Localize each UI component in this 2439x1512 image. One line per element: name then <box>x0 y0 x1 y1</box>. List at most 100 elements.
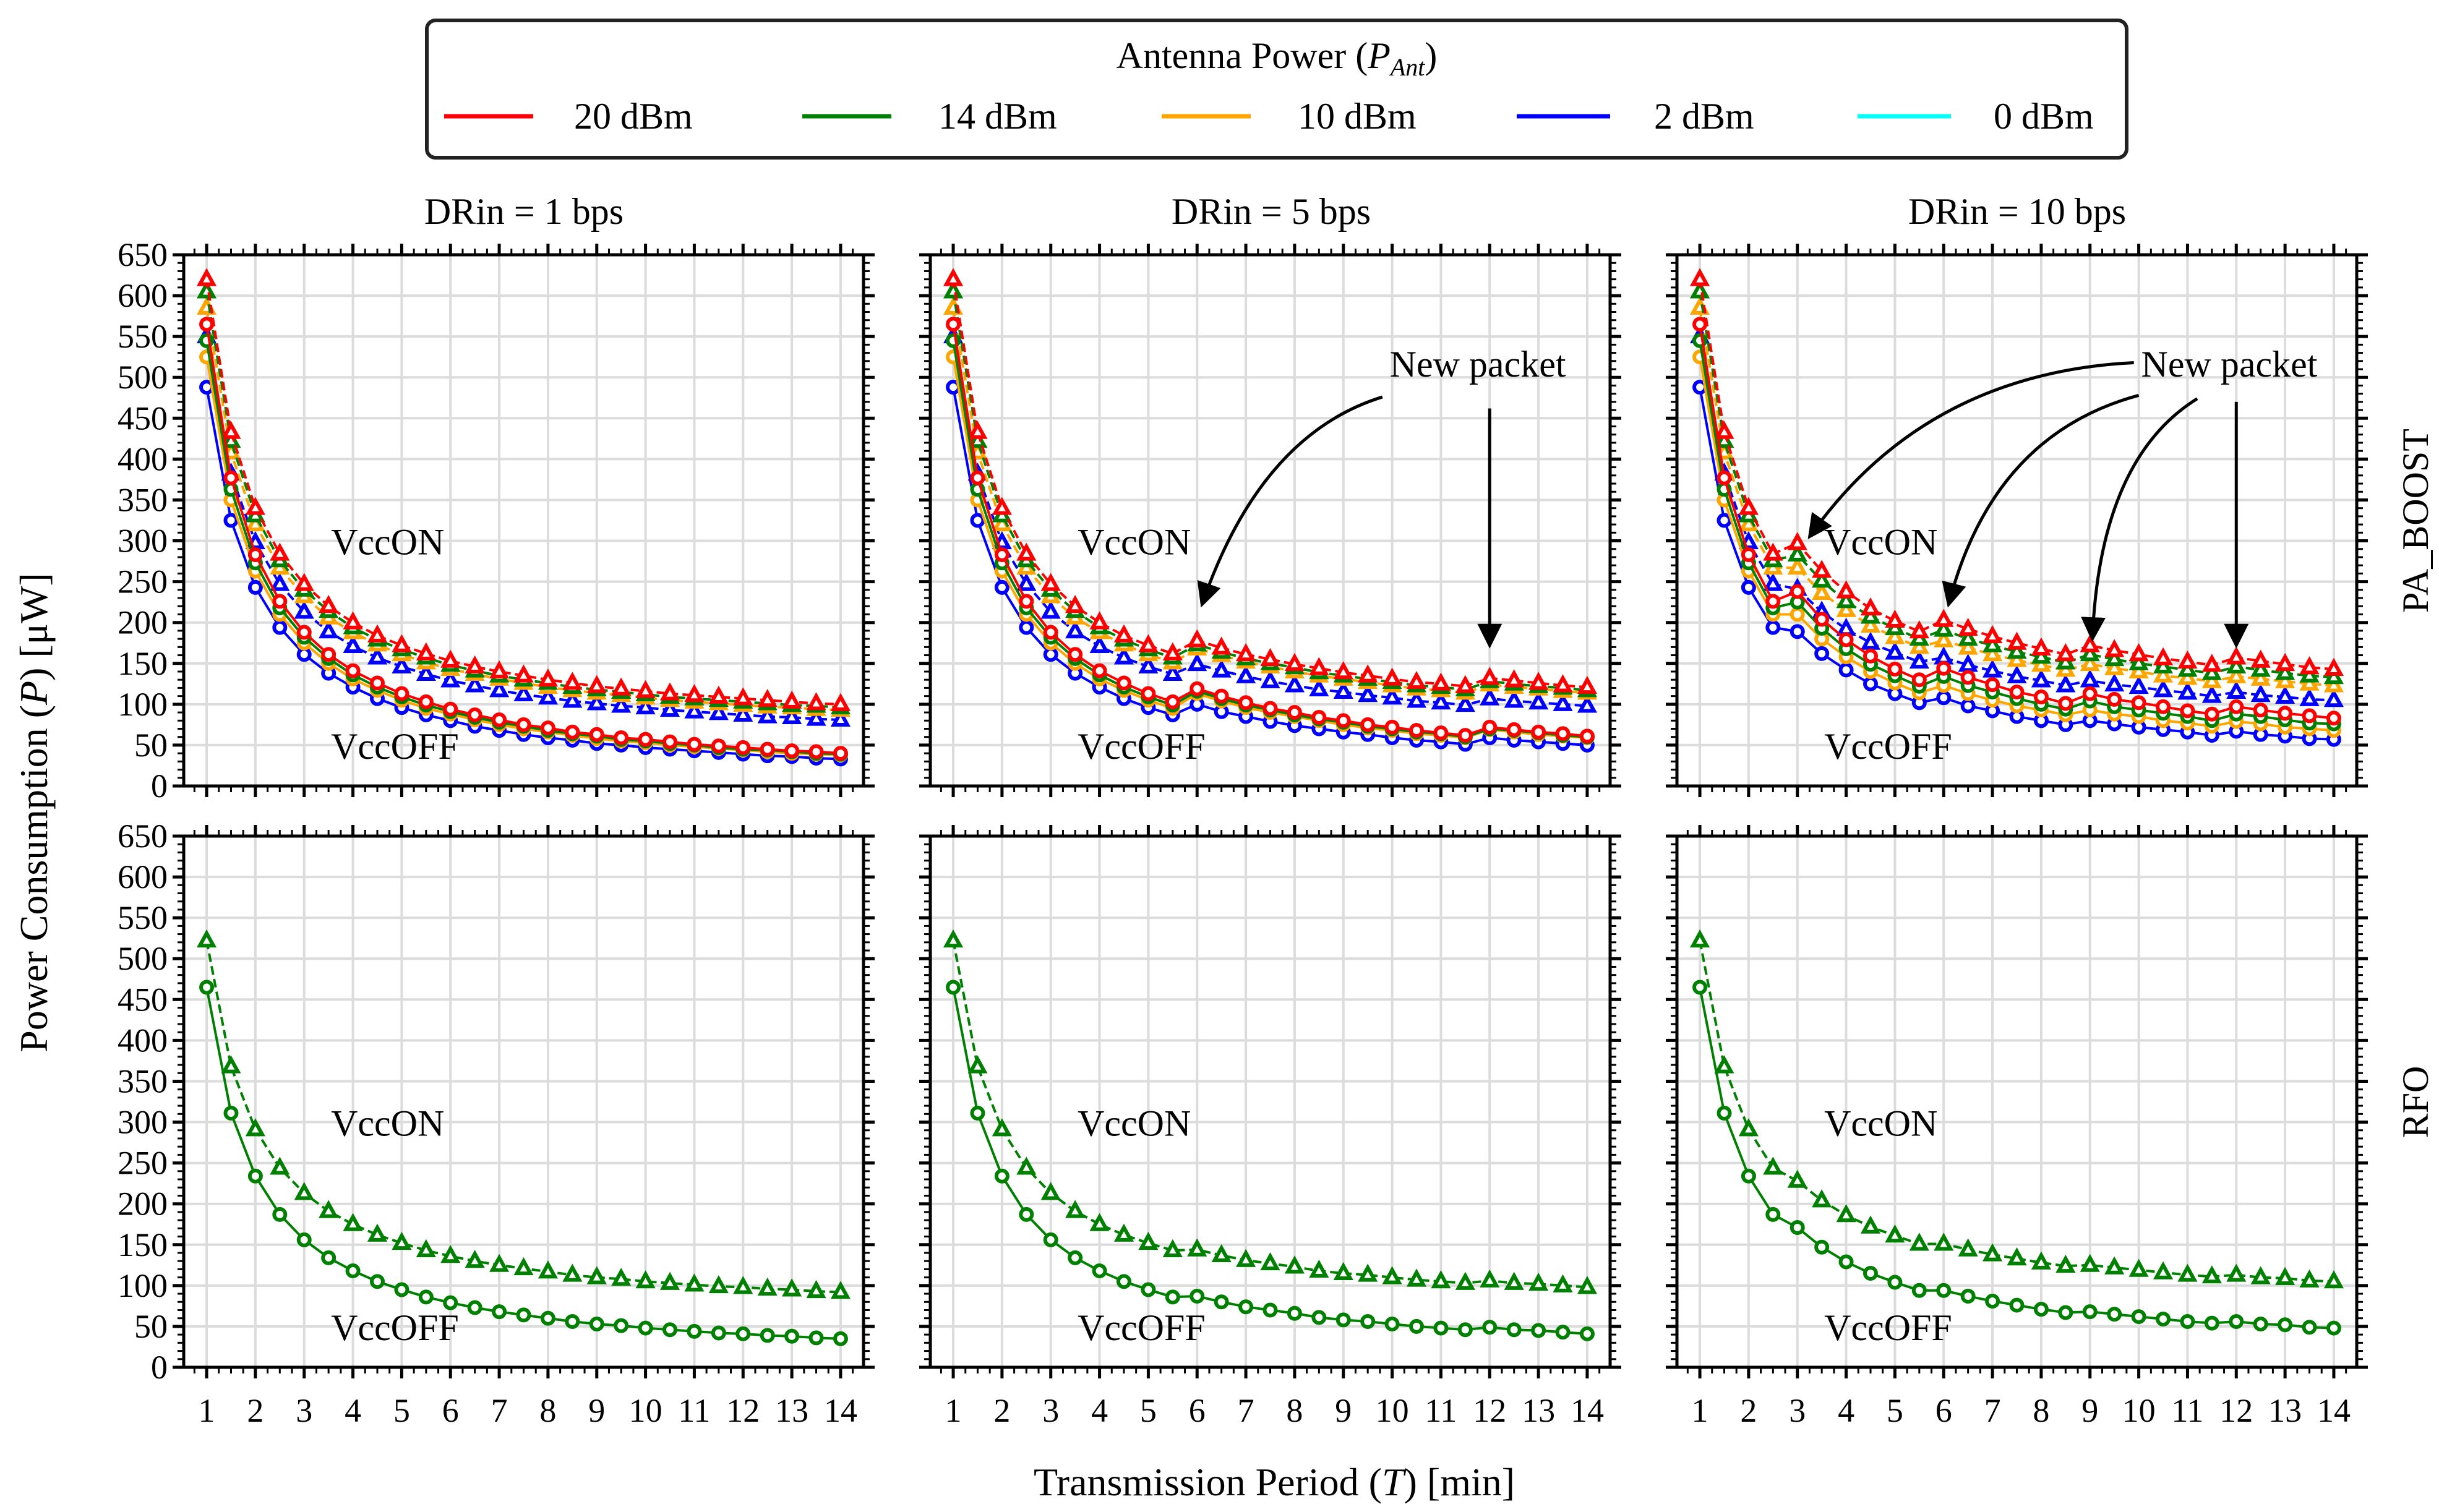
triangle-marker <box>513 1257 534 1276</box>
triangle-marker <box>1528 672 1549 690</box>
x-tick-label: 6 <box>1189 1392 1206 1429</box>
triangle-marker <box>2153 647 2174 665</box>
circle-marker <box>296 625 312 640</box>
triangle-marker <box>1860 597 1881 616</box>
circle-marker <box>2033 1302 2049 1317</box>
y-tick-label: 600 <box>118 277 168 314</box>
legend-label-14dbm: 14 dBm <box>938 96 1057 137</box>
circle-marker <box>1960 670 1976 685</box>
circle-marker <box>1838 632 1854 647</box>
triangle-marker <box>1040 600 1061 619</box>
series-14dbm-vccon <box>196 929 851 1299</box>
triangle-marker <box>1934 1232 1954 1251</box>
triangle-marker <box>757 689 778 707</box>
circle-marker <box>994 1168 1009 1184</box>
triangle-marker <box>635 680 656 698</box>
y-tick-label: 300 <box>118 1104 168 1141</box>
triangle-marker <box>2055 674 2076 693</box>
circle-marker <box>1019 1207 1034 1222</box>
vccon-label: VccON <box>1824 1103 1937 1144</box>
y-tick-label: 50 <box>134 1308 168 1345</box>
circle-marker <box>970 470 985 485</box>
triangle-marker <box>1211 1244 1232 1262</box>
legend-title-main: Antenna Power ( <box>1117 35 1368 76</box>
series-20dbm-vccon <box>1689 268 2344 677</box>
circle-marker <box>418 1289 434 1305</box>
triangle-marker <box>1787 532 1807 550</box>
x-tick-label: 5 <box>1887 1392 1903 1429</box>
y-tick-label: 600 <box>118 858 168 895</box>
circle-marker <box>2229 699 2244 714</box>
series-14dbm-vccon <box>943 929 1598 1294</box>
x-tick-label: 7 <box>1984 1392 2001 1429</box>
x-tick-label: 14 <box>1571 1392 1604 1429</box>
circle-marker <box>1043 647 1058 662</box>
triangle-marker <box>659 682 680 701</box>
circle-marker <box>1238 1299 1254 1315</box>
triangle-marker <box>1284 1255 1305 1274</box>
triangle-marker <box>2177 1263 2198 1282</box>
triangle-marker <box>367 624 388 643</box>
panel-frame <box>1675 253 2359 788</box>
triangle-marker <box>1382 686 1402 705</box>
x-tick-label: 3 <box>296 1392 312 1429</box>
circle-marker <box>1043 1232 1058 1247</box>
triangle-marker <box>1885 1224 1905 1243</box>
triangle-marker <box>1787 543 1807 562</box>
circle-marker <box>994 579 1009 595</box>
triangle-marker <box>1958 636 1978 655</box>
x-tick-label: 8 <box>1286 1392 1303 1429</box>
circle-marker <box>1506 722 1522 737</box>
triangle-marker <box>2104 639 2125 657</box>
triangle-marker <box>270 542 290 561</box>
circle-marker <box>662 1322 678 1338</box>
series-line <box>952 279 1588 689</box>
circle-marker <box>2253 703 2268 718</box>
triangle-marker <box>830 708 851 727</box>
plot-area <box>930 836 1610 1367</box>
circle-marker <box>1409 1318 1425 1334</box>
triangle-marker <box>1065 620 1086 639</box>
circle-marker <box>1384 1316 1400 1331</box>
circle-marker <box>2009 1297 2025 1313</box>
vccoff-label: VccOFF <box>331 726 459 767</box>
triangle-marker <box>1040 573 1061 591</box>
circle-marker <box>247 547 263 563</box>
y-tick-label: 650 <box>118 818 168 855</box>
column-title-5bps: DRin = 5 bps <box>1172 191 1371 232</box>
vccoff-label: VccOFF <box>1824 726 1952 767</box>
new-packet-annotation: New packet <box>2141 344 2318 385</box>
triangle-marker <box>1480 687 1500 706</box>
circle-marker <box>1692 317 1708 332</box>
triangle-marker <box>2007 649 2027 667</box>
panel-frame <box>182 834 865 1369</box>
triangle-marker <box>1738 1118 1759 1137</box>
triangle-marker <box>367 1223 388 1242</box>
triangle-marker <box>2128 643 2149 662</box>
triangle-marker <box>319 1200 339 1218</box>
triangle-marker <box>1836 1203 1856 1223</box>
triangle-marker <box>1504 669 1524 688</box>
triangle-marker <box>1689 929 1710 948</box>
triangle-marker <box>538 686 558 705</box>
circle-marker <box>1457 1322 1473 1338</box>
circle-marker <box>345 663 361 678</box>
triangle-marker <box>2007 641 2027 659</box>
triangle-marker <box>2226 646 2247 665</box>
triangle-marker <box>392 1231 412 1250</box>
x-tick-label: 7 <box>1238 1392 1254 1429</box>
triangle-marker <box>1382 1266 1402 1284</box>
x-tick-label: 4 <box>1091 1392 1108 1429</box>
circle-marker <box>1911 1283 1927 1298</box>
circle-marker <box>540 720 555 736</box>
triangle-marker <box>270 573 290 591</box>
circle-marker <box>467 1300 482 1315</box>
triangle-marker <box>221 1055 241 1074</box>
triangle-marker <box>1860 1215 1881 1234</box>
triangle-marker <box>2153 664 2174 683</box>
triangle-marker <box>2177 659 2198 677</box>
triangle-marker <box>1958 618 1978 636</box>
triangle-marker <box>2104 657 2125 675</box>
x-tick-label: 14 <box>2317 1392 2351 1429</box>
